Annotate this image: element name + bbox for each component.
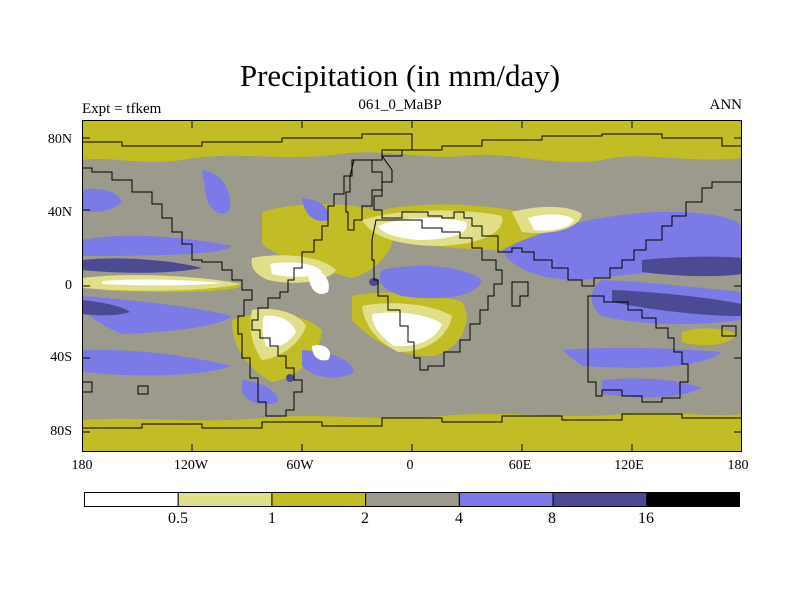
lat-label-80n: 80N — [47, 132, 72, 147]
colorbar — [84, 492, 740, 507]
precip-band-8-16 — [82, 256, 742, 316]
colorbar-swatch — [458, 492, 554, 507]
lon-label-60e: 60E — [508, 458, 532, 473]
colorbar-swatch — [552, 492, 648, 507]
lon-label-180e: 180 — [727, 458, 749, 473]
lon-label-120e: 120E — [614, 458, 644, 473]
precipitation-map — [82, 120, 742, 452]
lon-label-180w: 180 — [71, 458, 93, 473]
experiment-label: Expt = tfkem — [82, 101, 162, 117]
lat-label-80s: 80S — [50, 424, 72, 439]
lon-label-0: 0 — [406, 458, 414, 473]
colorbar-label: 4 — [455, 510, 463, 527]
colorbar-label: 1 — [268, 510, 276, 527]
colorbar-label: 16 — [638, 510, 654, 527]
precip-band-lt05 — [102, 214, 574, 361]
colorbar-label: 0.5 — [168, 510, 188, 527]
lat-label-eq: 0 — [65, 278, 72, 293]
colorbar-swatch — [646, 492, 740, 507]
plot-title: Precipitation (in mm/day) — [239, 58, 561, 93]
colorbar-swatch — [84, 492, 179, 507]
colorbar-label: 8 — [548, 510, 556, 527]
plot-subtitle: 061_0_MaBP — [358, 97, 442, 113]
colorbar-label: 2 — [361, 510, 369, 527]
lon-label-60w: 60W — [286, 458, 314, 473]
lon-label-120w: 120W — [173, 458, 209, 473]
colorbar-swatch — [177, 492, 273, 507]
lat-label-40s: 40S — [50, 350, 72, 365]
precip-spot — [286, 374, 294, 382]
map-ticks — [82, 120, 742, 452]
colorbar-swatch — [271, 492, 367, 507]
colorbar-swatch — [365, 492, 460, 507]
season-label: ANN — [709, 97, 743, 113]
lat-label-40n: 40N — [47, 205, 72, 220]
coastlines — [82, 133, 742, 429]
